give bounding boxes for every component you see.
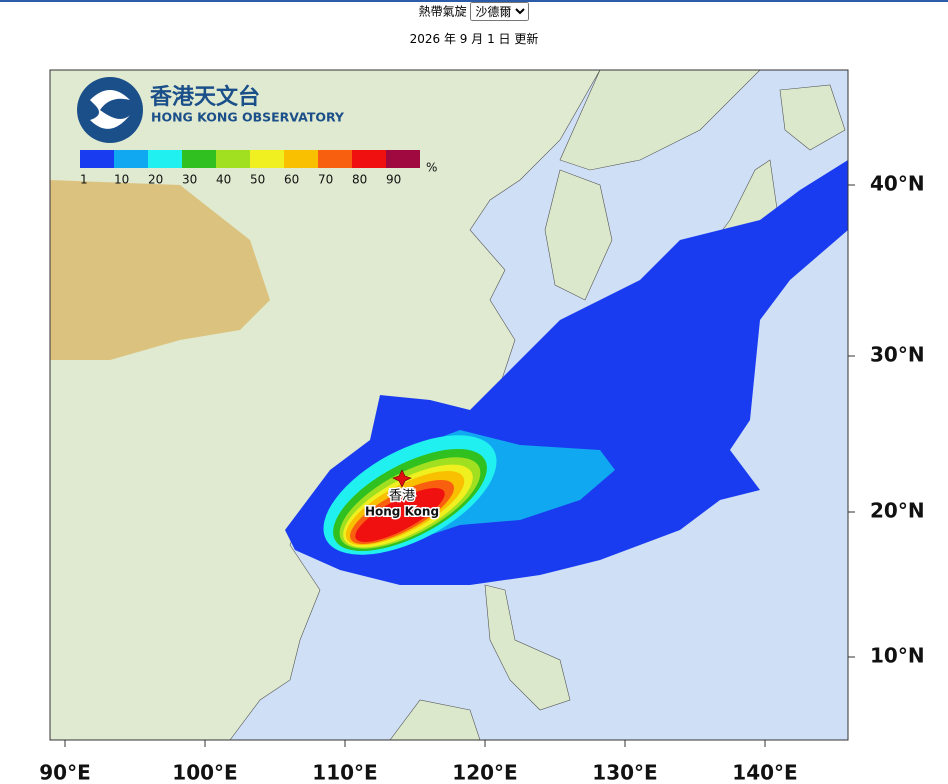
- legend-swatch: [80, 150, 114, 168]
- legend-swatch: [250, 150, 284, 168]
- plateau: [50, 180, 270, 360]
- legend-swatch: [386, 150, 420, 168]
- marker-chinese: 香港: [389, 489, 415, 504]
- legend: 1 10 20 30 40 50 60 70 80 90%: [80, 150, 437, 187]
- hk-marker: [392, 469, 412, 488]
- legend-swatch: [216, 150, 250, 168]
- hokkaido: [779, 84, 846, 151]
- legend-swatch: [114, 150, 148, 168]
- lat-label: 10°N: [870, 644, 925, 668]
- map-frame: [49, 69, 849, 741]
- header: 熱帶氣旋 沙德爾: [0, 2, 948, 21]
- borneo: [389, 699, 481, 740]
- update-date: 2026 年 9 月 1 日 更新: [409, 32, 539, 46]
- logo-chinese: 香港天文台: [150, 84, 260, 110]
- lon-label: 130°E: [592, 761, 657, 784]
- cyclone-select[interactable]: 沙德爾: [470, 2, 530, 21]
- legend-swatch: [182, 150, 216, 168]
- legend-swatch: [352, 150, 386, 168]
- logo-swirl: [90, 90, 130, 129]
- legend-label: 50: [250, 173, 265, 187]
- legend-label: 90: [386, 173, 401, 187]
- legend-swatch: [284, 150, 318, 168]
- lat-label: 20°N: [870, 499, 925, 523]
- logo-english: HONG KONG OBSERVATORY: [151, 110, 345, 125]
- legend-swatch: [318, 150, 352, 168]
- legend-label: 10: [114, 173, 129, 187]
- legend-unit: %: [426, 161, 437, 175]
- axes: 90°E 100°E 110°E 120°E 130°E 140°E 40°N 30°N 20°…: [39, 172, 924, 784]
- legend-label: 30: [182, 173, 197, 187]
- korea: [544, 169, 613, 301]
- northeast: [559, 70, 761, 171]
- legend-label: 80: [352, 173, 367, 187]
- legend-swatch: [148, 150, 182, 168]
- logo-emblem: [77, 77, 143, 143]
- philippines: [484, 584, 571, 711]
- legend-label: 70: [318, 173, 333, 187]
- cyclone-label: 熱帶氣旋: [418, 4, 467, 19]
- legend-label: 1: [80, 173, 88, 187]
- lat-label: 30°N: [870, 343, 925, 367]
- lon-label: 120°E: [452, 761, 517, 784]
- lon-label: 110°E: [312, 761, 377, 784]
- legend-label: 40: [216, 173, 231, 187]
- legend-label: 60: [284, 173, 299, 187]
- top-bar: [0, 0, 948, 2]
- lat-label: 40°N: [870, 172, 925, 196]
- legend-label: 20: [148, 173, 163, 187]
- lon-label: 100°E: [172, 761, 237, 784]
- swath-80: [355, 488, 445, 542]
- lon-label: 90°E: [39, 761, 91, 784]
- lon-label: 140°E: [732, 761, 797, 784]
- marker-english: Hong Kong: [365, 505, 439, 519]
